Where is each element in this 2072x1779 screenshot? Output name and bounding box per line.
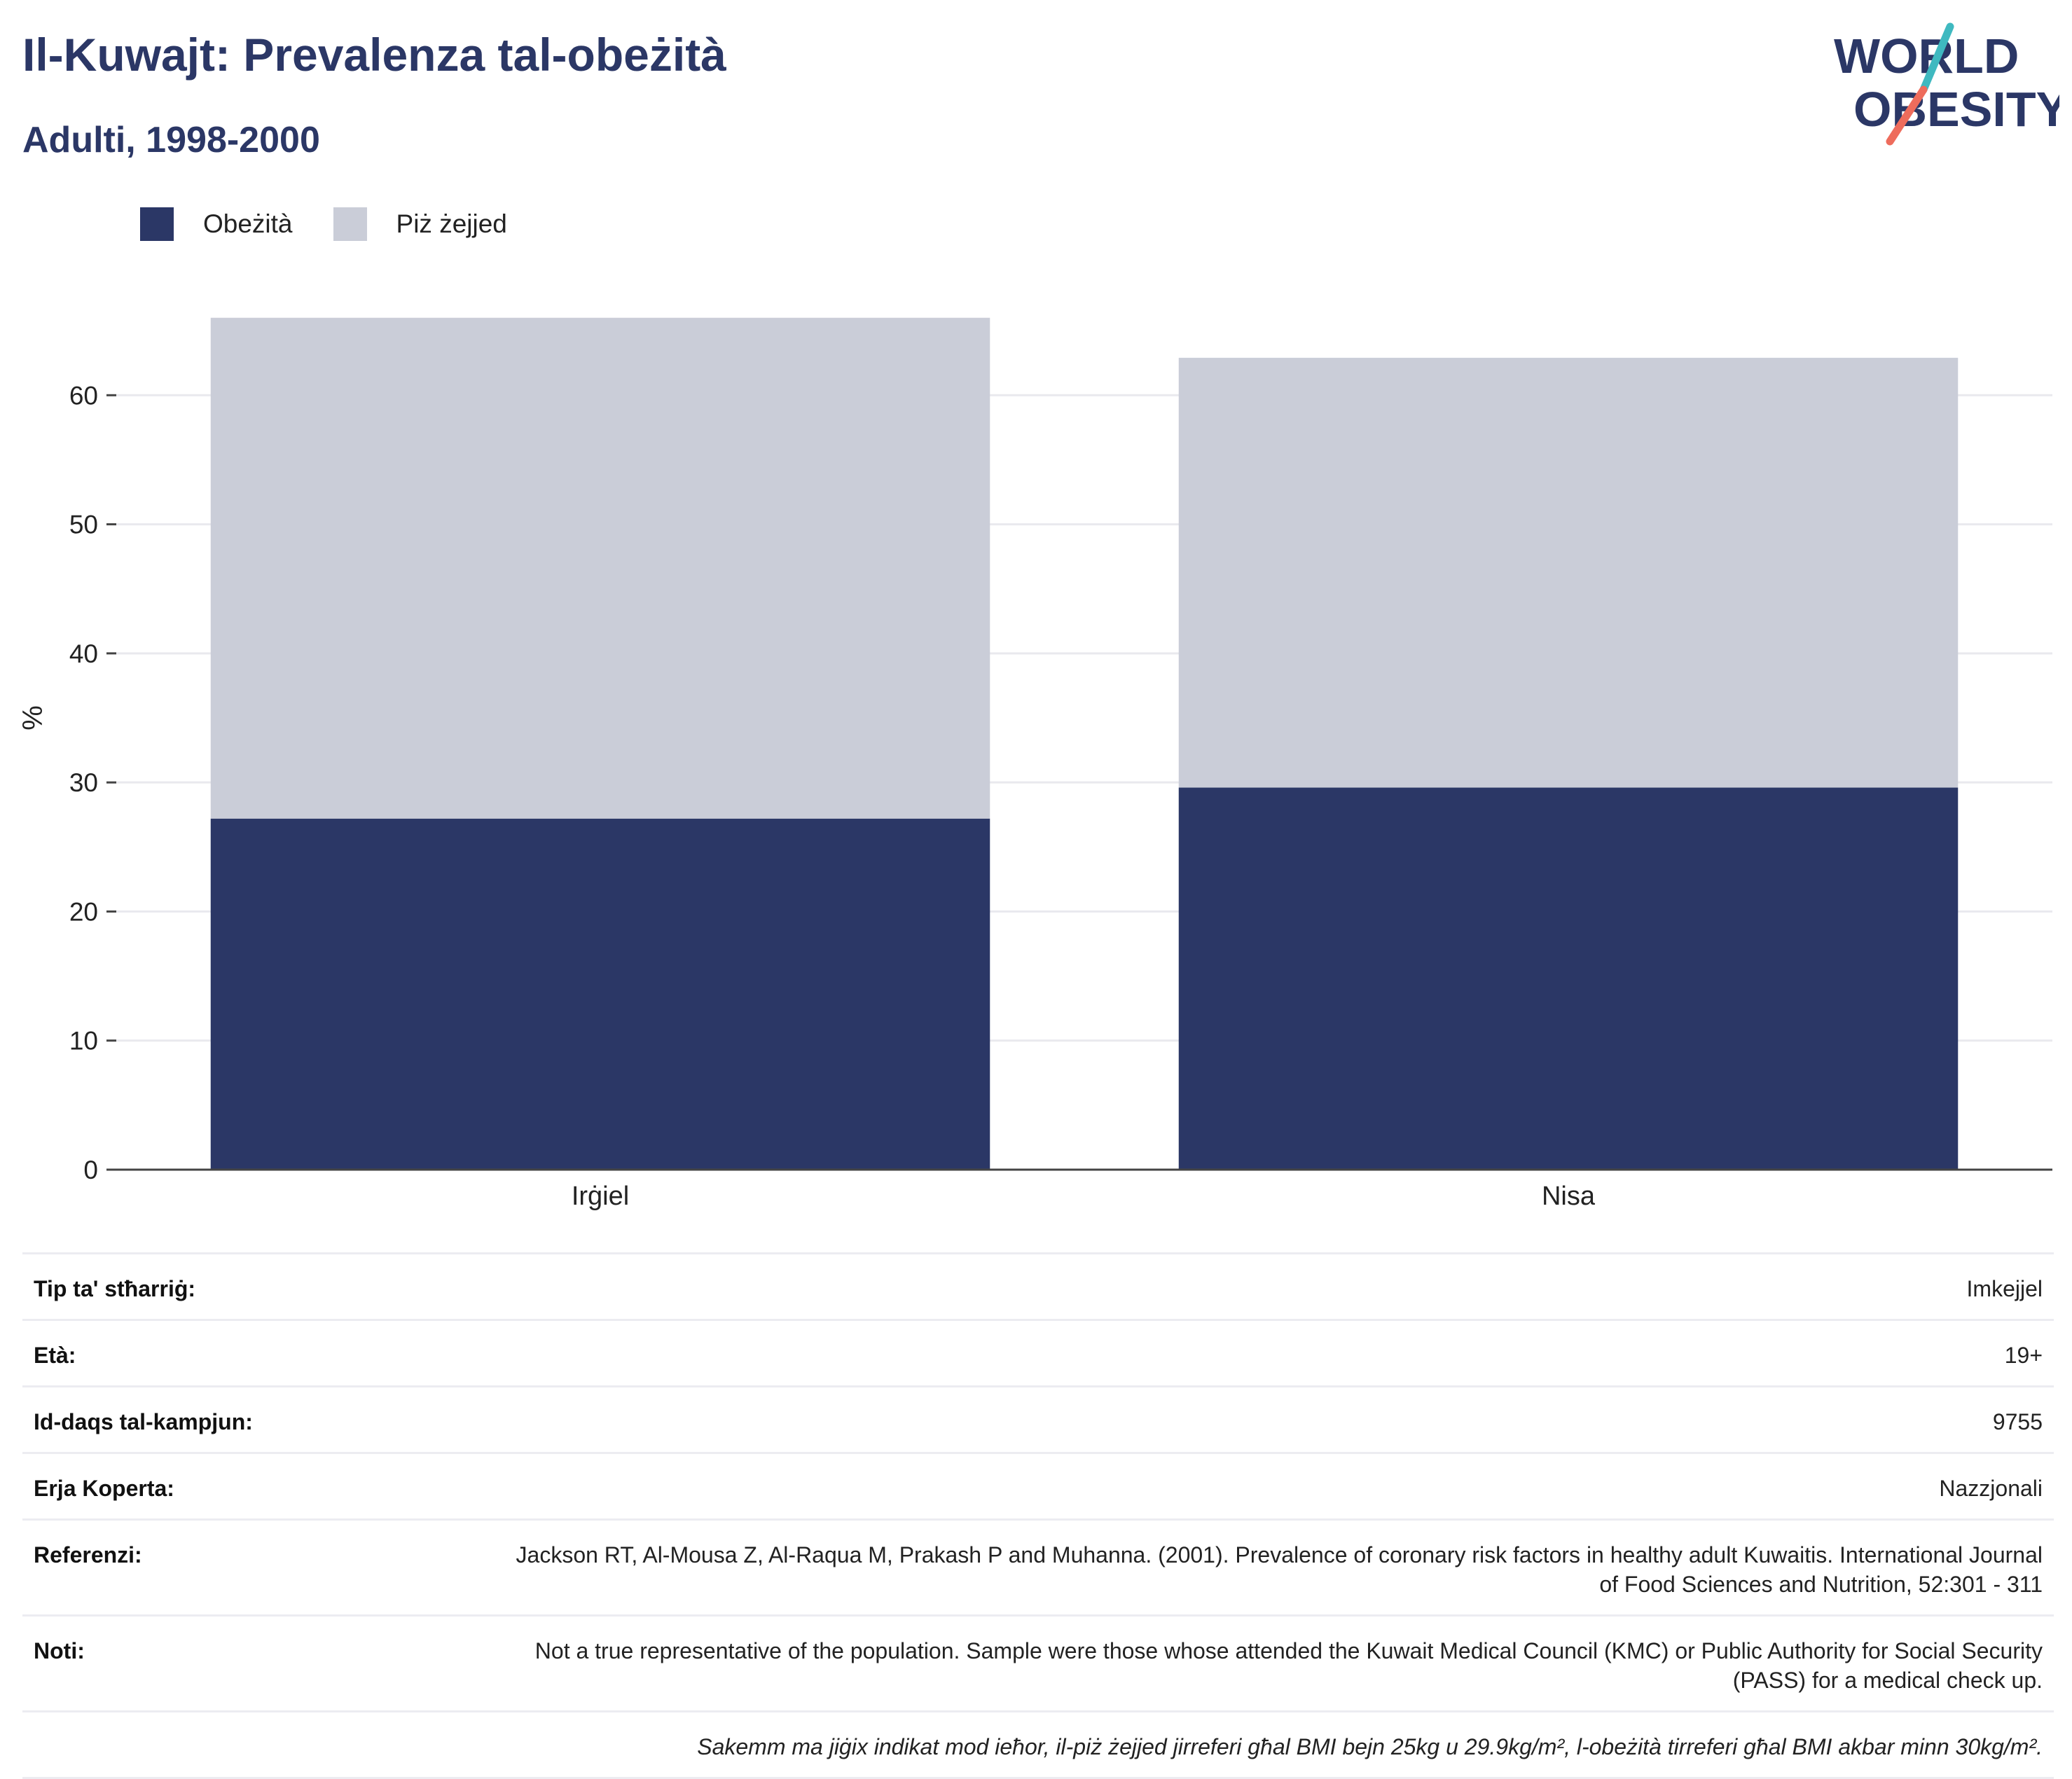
bar-obesity: [210, 818, 990, 1170]
chart-legend: Obeżità Piż żejjed: [140, 207, 548, 241]
logo-slash-teal: [1919, 22, 1954, 94]
y-tick-label: 60: [69, 381, 98, 410]
info-row-references: Referenzi: Jackson RT, Al-Mousa Z, Al-Ra…: [22, 1521, 2054, 1617]
y-tick-label: 30: [69, 768, 98, 797]
bar-obesity: [1178, 787, 1959, 1170]
info-footnote: Sakemm ma jiġix indikat mod ieħor, il-pi…: [697, 1734, 2043, 1759]
info-row-sample-size: Id-daqs tal-kampjun: 9755: [22, 1387, 2054, 1454]
chart-subtitle: Adulti, 1998-2000: [22, 120, 320, 160]
y-tick-label: 20: [69, 897, 98, 926]
logo-slash-coral: [1886, 85, 1928, 146]
y-tick-label: 10: [69, 1027, 98, 1055]
info-row-area-covered: Erja Koperta: Nazzjonali: [22, 1454, 2054, 1521]
info-row-age: Età: 19+: [22, 1321, 2054, 1387]
info-label-survey-type: Tip ta' stħarriġ:: [34, 1276, 196, 1301]
legend-label-overweight: Piż żejjed: [396, 209, 507, 238]
y-tick-label: 0: [83, 1156, 98, 1184]
info-label-notes: Noti:: [34, 1638, 85, 1663]
chart-title: Il-Kuwajt: Prevalenza tal-obeżità: [22, 29, 726, 81]
info-label-references: Referenzi:: [34, 1542, 142, 1567]
info-row-survey-type: Tip ta' stħarriġ: Imkejjel: [22, 1254, 2054, 1321]
logo-text-obesity: OBESITY: [1853, 82, 2059, 137]
x-tick-label: Nisa: [1542, 1182, 1596, 1211]
info-value-notes: Not a true representative of the populat…: [534, 1638, 2043, 1693]
info-label-age: Età:: [34, 1343, 76, 1368]
info-label-sample-size: Id-daqs tal-kampjun:: [34, 1409, 253, 1434]
world-obesity-logo: WORLD OBESITY: [1834, 22, 2059, 146]
x-tick-label: Irġiel: [572, 1182, 629, 1211]
y-tick-label: 50: [69, 511, 98, 539]
info-value-references: Jackson RT, Al-Mousa Z, Al-Raqua M, Prak…: [516, 1542, 2043, 1597]
bar-overweight: [1178, 357, 1959, 788]
info-value-sample-size: 9755: [1992, 1409, 2043, 1434]
y-axis-label: %: [18, 705, 48, 731]
y-tick-label: 40: [69, 639, 98, 668]
info-label-area-covered: Erja Koperta:: [34, 1476, 174, 1501]
stacked-bar-chart: 0 10 20 30 40 50 60% Irġiel Nisa: [18, 317, 2052, 1211]
legend-label-obesity: Obeżità: [203, 209, 293, 238]
info-value-survey-type: Imkejjel: [1966, 1276, 2043, 1301]
legend-item-obesity[interactable]: Obeżità: [140, 207, 293, 241]
legend-swatch-overweight: [333, 207, 367, 241]
info-row-footnote: Sakemm ma jiġix indikat mod ieħor, il-pi…: [22, 1712, 2054, 1779]
info-value-age: 19+: [2004, 1343, 2043, 1368]
survey-info-table: Tip ta' stħarriġ: Imkejjel Età: 19+ Id-d…: [22, 1252, 2054, 1779]
legend-swatch-obesity: [140, 207, 174, 241]
legend-item-overweight[interactable]: Piż żejjed: [333, 207, 507, 241]
info-row-notes: Noti: Not a true representative of the p…: [22, 1617, 2054, 1712]
bar-overweight: [210, 317, 990, 819]
info-value-area-covered: Nazzjonali: [1939, 1476, 2043, 1501]
